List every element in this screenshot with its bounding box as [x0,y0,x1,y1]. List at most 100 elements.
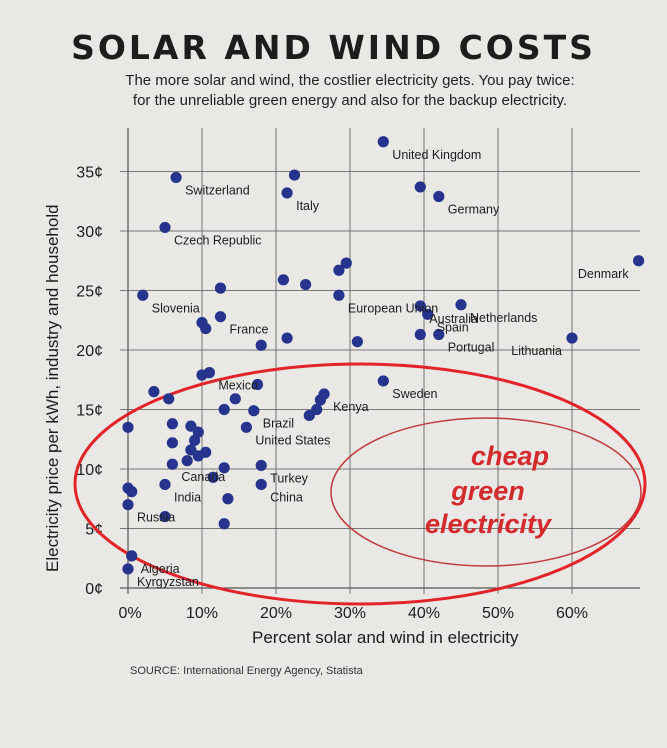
data-point-label: Netherlands [470,311,537,325]
data-point [633,255,645,267]
y-tick-label: 20¢ [76,343,103,360]
data-point [281,332,293,344]
data-point-label: Turkey [270,471,308,485]
data-point [218,462,230,474]
x-tick-label: 50% [482,605,514,622]
axis-ticks: 0¢ 5¢ 10¢ 15¢ 20¢ 25¢ 30¢ 35¢ 0% 10% 20% 30% 40% 50% 6… [76,165,588,623]
data-point [303,409,315,422]
data-point [218,403,230,416]
data-point [137,289,149,301]
data-point-label: Mexico [218,379,258,393]
data-point [222,493,234,505]
data-point-label: Portugal [448,341,495,355]
data-point-label: Russia [137,511,175,525]
data-point [181,455,193,467]
data-point [122,563,134,575]
annotation-line: green [450,476,525,506]
data-point-label: Kyrgyzstan [137,575,199,589]
data-point [377,136,389,148]
data-point [414,181,426,193]
y-tick-label: 15¢ [76,403,103,420]
data-point-label: France [230,323,269,337]
data-point-label: Spain [437,320,469,334]
data-point [351,336,363,348]
data-point [166,458,178,470]
data-point [159,478,171,491]
data-point [200,322,212,335]
data-point-label: Brazil [263,417,294,431]
x-axis-label: Percent solar and wind in electricity [252,628,519,647]
data-point [277,274,289,286]
data-point-label: Switzerland [185,183,250,197]
data-point [122,499,134,511]
data-point [192,426,204,438]
data-point [422,308,434,320]
data-point-label: Sweden [392,387,437,401]
data-point [218,518,230,530]
data-point [288,169,301,181]
data-point [166,418,178,430]
data-point-label: India [174,490,201,504]
y-tick-label: 30¢ [76,224,103,241]
data-point [433,190,445,203]
data-point [333,264,345,276]
data-point-label: Czech Republic [174,233,262,247]
data-point [414,300,426,312]
data-point [122,421,134,433]
x-tick-label: 20% [260,605,292,622]
annotation-ellipse [330,417,642,567]
data-point [229,393,241,405]
data-point-label: United Kingdom [392,148,481,162]
data-point [192,450,204,462]
data-point-label: Canada [181,470,225,484]
y-tick-label: 0¢ [85,581,103,598]
annotation-line: cheap [471,441,549,471]
data-point [189,434,201,447]
data-point-label: Slovenia [152,301,200,315]
data-point-label: Denmark [578,267,629,281]
data-point-label: European Union [348,301,438,315]
grid-lines [120,127,640,594]
data-point [196,369,208,381]
x-tick-label: 40% [408,605,440,622]
data-point [255,478,267,491]
data-point [255,459,267,472]
annotation-line: electricity [425,509,553,539]
data-point [248,405,260,417]
data-point [566,332,578,344]
point-labels: United Kingdom Switzerland Italy Germany Cze… [137,148,629,589]
data-point [255,339,267,351]
data-point-label: Lithuania [511,344,562,358]
data-point-label: Italy [296,199,320,213]
data-point [126,486,138,498]
chart-subtitle-line-1: The more solar and wind, the costlier el… [125,72,575,89]
chart-title: SOLAR AND WIND COSTS [71,28,596,67]
y-tick-label: 10¢ [76,462,103,479]
data-point [163,393,175,405]
data-point-label: Australia [429,312,478,326]
y-axis-label: Electricity price per kWh, industry and … [43,204,62,572]
data-point [377,375,389,387]
data-point-label: China [270,490,303,504]
data-point [300,278,312,291]
data-point [314,394,326,406]
data-point-label: United States [255,433,330,447]
x-tick-label: 10% [186,605,218,622]
data-point [333,289,345,301]
data-point [214,282,227,294]
data-point [340,257,352,269]
y-tick-label: 35¢ [76,165,103,182]
x-tick-label: 60% [556,605,588,622]
data-point [207,471,219,483]
data-point [126,550,138,562]
x-tick-label: 0% [118,605,141,622]
data-point [281,187,293,199]
chart-subtitle-line-2: for the unreliable green energy and also… [132,92,568,109]
data-point [170,171,182,184]
data-point-label: Germany [448,202,500,216]
data-point [214,311,227,323]
data-point [159,510,171,523]
y-tick-label: 5¢ [85,522,103,539]
